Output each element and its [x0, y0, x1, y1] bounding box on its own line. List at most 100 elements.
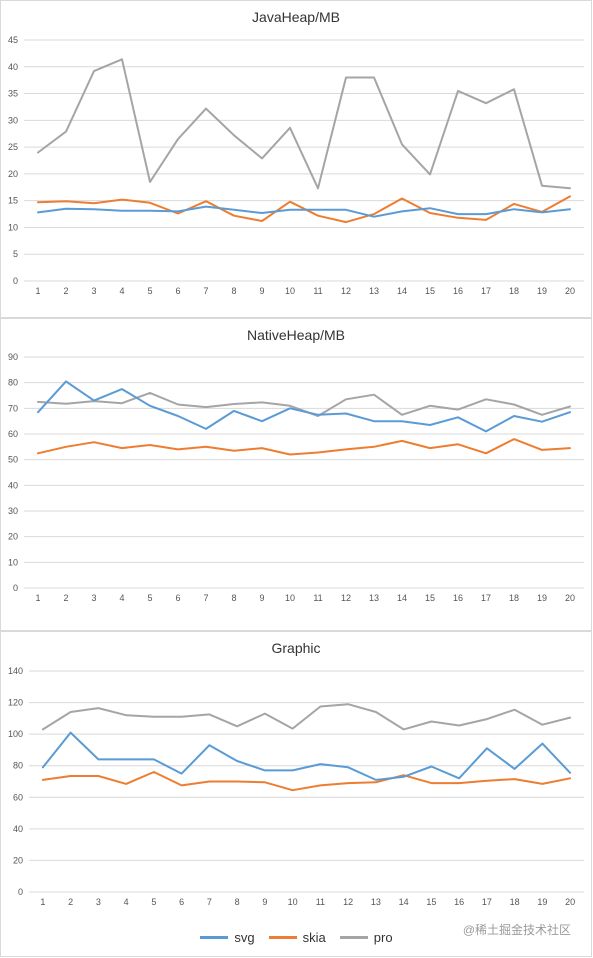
x-tick-label: 20 [565, 593, 575, 603]
legend-label-skia: skia [302, 930, 326, 945]
x-tick-label: 19 [537, 897, 547, 907]
series-line-pro [41, 703, 572, 731]
y-tick-label: 15 [8, 196, 18, 206]
x-tick-label: 20 [565, 897, 575, 907]
x-tick-label: 6 [175, 286, 180, 296]
x-tick-label: 17 [482, 897, 492, 907]
y-tick-label: 90 [8, 352, 18, 362]
x-tick-label: 2 [63, 286, 68, 296]
y-tick-label: 40 [8, 480, 18, 490]
y-tick-label: 80 [13, 761, 23, 771]
x-tick-label: 18 [509, 286, 519, 296]
x-tick-label: 13 [369, 593, 379, 603]
x-tick-label: 13 [371, 897, 381, 907]
series-line-pro [37, 58, 571, 190]
x-tick-label: 10 [285, 286, 295, 296]
x-tick-label: 1 [40, 897, 45, 907]
legend-swatch-svg [200, 936, 229, 939]
x-tick-label: 5 [147, 286, 152, 296]
x-tick-label: 11 [316, 897, 325, 907]
x-tick-label: 4 [124, 897, 129, 907]
x-tick-label: 3 [96, 897, 101, 907]
x-tick-label: 15 [426, 897, 436, 907]
series-line-svg [37, 205, 571, 218]
x-tick-label: 18 [510, 897, 520, 907]
y-tick-label: 10 [8, 557, 18, 567]
legend-label-svg: svg [234, 930, 255, 945]
series-line-skia [41, 771, 572, 792]
x-tick-label: 15 [425, 593, 435, 603]
x-tick-label: 16 [453, 593, 463, 603]
y-tick-label: 20 [8, 532, 18, 542]
x-tick-label: 3 [91, 286, 96, 296]
graphic-chart: Graphic 0 20 40 60 80 100 120 140 1 2 3 4 5 6 7 8 9 10 11 1… [0, 631, 592, 957]
y-tick-label: 0 [13, 276, 18, 286]
chart-title: Graphic [271, 640, 321, 656]
y-tick-label: 0 [18, 887, 23, 897]
legend-label-pro: pro [373, 930, 393, 945]
x-tick-label: 5 [147, 593, 152, 603]
legend-swatch-skia [268, 936, 297, 939]
x-tick-label: 12 [341, 286, 351, 296]
x-tick-label: 7 [203, 593, 208, 603]
x-tick-label: 19 [537, 286, 547, 296]
x-tick-label: 17 [481, 593, 491, 603]
x-tick-label: 15 [425, 286, 435, 296]
series-line-skia [37, 438, 571, 456]
x-tick-label: 9 [259, 593, 264, 603]
x-tick-label: 16 [453, 286, 463, 296]
x-tick-label: 10 [288, 897, 298, 907]
x-tick-label: 8 [231, 286, 236, 296]
legend-item-svg: svg [200, 930, 255, 945]
y-tick-label: 60 [8, 429, 18, 439]
legend-item-pro: pro [339, 930, 393, 945]
y-tick-label: 120 [8, 698, 23, 708]
x-tick-label: 8 [235, 897, 240, 907]
watermark: @稀土掘金技术社区 [462, 923, 571, 937]
y-tick-label: 100 [8, 729, 23, 739]
y-tick-label: 40 [8, 62, 18, 72]
y-tick-label: 25 [8, 142, 18, 152]
x-tick-label: 6 [179, 897, 184, 907]
x-tick-label: 4 [119, 286, 124, 296]
x-tick-label: 4 [119, 593, 124, 603]
x-tick-label: 20 [565, 286, 575, 296]
legend-item-skia: skia [268, 930, 326, 945]
x-tick-label: 2 [63, 593, 68, 603]
x-tick-label: 5 [151, 897, 156, 907]
x-tick-label: 1 [35, 593, 40, 603]
y-tick-label: 40 [13, 824, 23, 834]
x-tick-label: 13 [369, 286, 379, 296]
y-tick-label: 60 [13, 792, 23, 802]
x-tick-label: 1 [35, 286, 40, 296]
chart-title: JavaHeap/MB [252, 9, 340, 25]
legend-swatch-pro [339, 936, 368, 939]
y-tick-label: 70 [8, 403, 18, 413]
x-tick-label: 14 [397, 286, 407, 296]
series-line-svg [37, 380, 571, 433]
y-tick-label: 80 [8, 378, 18, 388]
x-tick-label: 17 [481, 286, 491, 296]
y-tick-label: 20 [13, 855, 23, 865]
y-tick-label: 35 [8, 89, 18, 99]
x-tick-label: 10 [285, 593, 295, 603]
x-tick-label: 11 [313, 593, 322, 603]
java-heap-chart: JavaHeap/MB 0 5 10 15 20 25 30 35 40 45 1 2 3 4 5 6 7 8 9 1… [0, 0, 592, 318]
x-tick-label: 11 [313, 286, 322, 296]
y-tick-label: 10 [8, 222, 18, 232]
y-tick-label: 20 [8, 169, 18, 179]
x-tick-label: 12 [343, 897, 353, 907]
y-tick-label: 30 [8, 115, 18, 125]
x-tick-label: 14 [397, 593, 407, 603]
series-line-svg [41, 731, 572, 781]
y-tick-label: 45 [8, 35, 18, 45]
x-tick-label: 6 [175, 593, 180, 603]
x-tick-label: 8 [231, 593, 236, 603]
x-tick-label: 18 [509, 593, 519, 603]
x-tick-label: 7 [203, 286, 208, 296]
series-line-skia [37, 195, 571, 224]
x-tick-label: 7 [207, 897, 212, 907]
